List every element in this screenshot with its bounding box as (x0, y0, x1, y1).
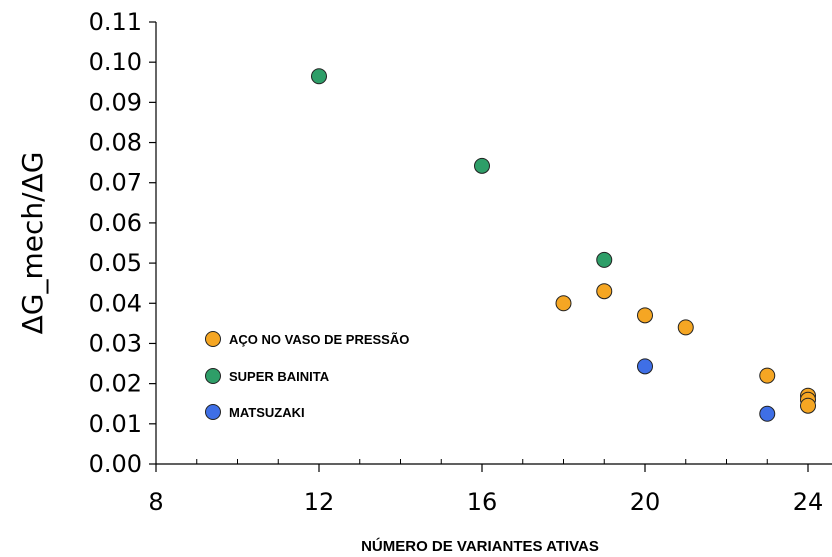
y-axis-title: ΔG_mech/ΔG (16, 152, 49, 335)
y-tick-label: 0.10 (89, 48, 142, 76)
legend-marker (205, 404, 221, 420)
legend: AÇO NO VASO DE PRESSÃO SUPER BAINITA MATSU… (205, 331, 409, 420)
data-point (311, 68, 327, 85)
y-tick-label: 0.04 (89, 289, 142, 317)
x-tick-label: 24 (793, 488, 824, 516)
legend-marker (205, 331, 221, 347)
y-tick-label: 0.08 (89, 129, 142, 157)
y-ticks: 0.00 0.01 0.02 0.03 0.04 0.05 0.06 0.07 0.08 0.09… (89, 8, 156, 478)
y-tick-label: 0.00 (89, 450, 142, 478)
x-tick-label: 16 (467, 488, 498, 516)
axes (155, 22, 832, 465)
data-point (759, 367, 776, 384)
y-tick-label: 0.02 (89, 370, 142, 398)
y-tick-label: 0.03 (89, 329, 142, 357)
y-tick-label: 0.05 (89, 249, 142, 277)
data-point (596, 283, 613, 300)
data-point (759, 405, 776, 422)
y-tick-label: 0.07 (89, 169, 142, 197)
data-points (311, 68, 816, 422)
data-point (555, 295, 572, 312)
x-ticks: 8 12 16 20 24 (148, 459, 823, 516)
x-tick-label: 12 (304, 488, 335, 516)
legend-label: SUPER BAINITA (229, 369, 330, 384)
data-point (474, 157, 490, 174)
x-tick-label: 8 (148, 488, 163, 516)
y-tick-label: 0.06 (89, 209, 142, 237)
data-point (800, 397, 816, 414)
x-tick-label: 20 (630, 488, 661, 516)
x-axis-title: NÚMERO DE VARIANTES ATIVAS (361, 537, 599, 555)
y-tick-label: 0.11 (89, 8, 142, 36)
data-point (596, 251, 613, 268)
y-tick-label: 0.09 (89, 88, 142, 116)
data-point (677, 319, 694, 336)
data-point (637, 358, 653, 375)
legend-marker (205, 368, 221, 384)
y-tick-label: 0.01 (89, 410, 142, 438)
legend-label: AÇO NO VASO DE PRESSÃO (229, 332, 409, 347)
data-point (637, 307, 653, 324)
legend-label: MATSUZAKI (229, 405, 305, 420)
